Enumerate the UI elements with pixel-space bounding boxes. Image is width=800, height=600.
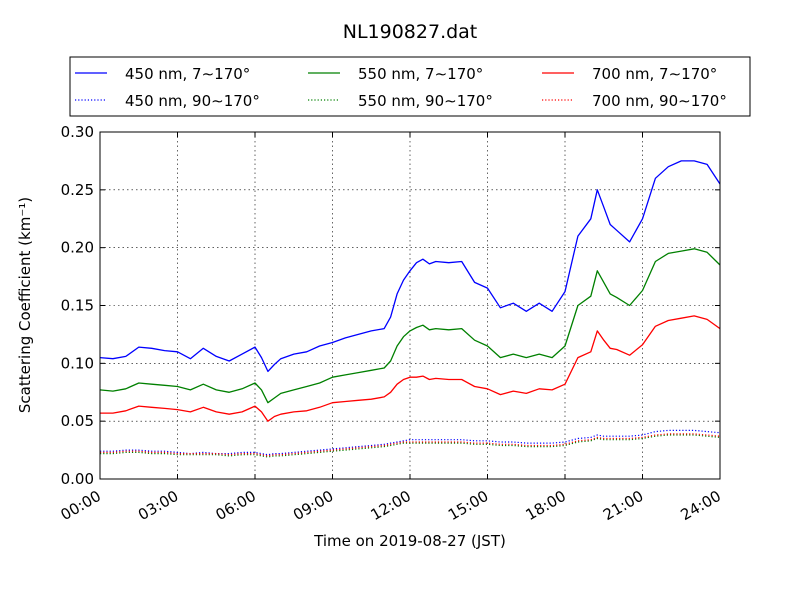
x-tick-label: 09:00	[290, 487, 336, 524]
x-tick-label: 03:00	[135, 487, 181, 524]
series-line-2	[100, 315, 721, 422]
x-tick-label: 21:00	[600, 487, 646, 524]
grid	[100, 132, 720, 479]
y-tick-label: 0.10	[61, 354, 94, 372]
x-tick-label: 15:00	[445, 487, 491, 524]
legend-label: 550 nm, 7∼170°	[358, 65, 483, 83]
y-tick-label: 0.15	[61, 297, 94, 315]
y-axis-label: Scattering Coefficient (km⁻¹)	[16, 197, 34, 413]
x-tick-label: 18:00	[523, 487, 569, 524]
legend-label: 700 nm, 90∼170°	[592, 92, 727, 110]
x-tick-label: 12:00	[368, 487, 414, 524]
x-axis: 00:00 03:00 06:00 09:00 12:00 15:00 18:00 21:00…	[58, 132, 724, 524]
series-line-3	[100, 429, 721, 456]
legend: 450 nm, 7∼170° 550 nm, 7∼170° 700 nm, 7∼17…	[69, 56, 751, 117]
y-tick-label: 0.30	[61, 123, 94, 141]
legend-label: 550 nm, 90∼170°	[358, 92, 493, 110]
series-line-1	[99, 248, 721, 404]
x-tick-label: 24:00	[678, 487, 724, 524]
legend-label: 450 nm, 90∼170°	[125, 92, 260, 110]
series-group	[99, 160, 721, 458]
y-axis: 0.00 0.05 0.10 0.15 0.20 0.25 0.30	[61, 123, 720, 488]
series-line-0	[99, 160, 721, 373]
chart-title: NL190827.dat	[343, 21, 478, 43]
series-line-4	[100, 434, 721, 458]
x-tick-label: 00:00	[58, 487, 104, 524]
x-axis-label: Time on 2019-08-27 (JST)	[313, 532, 506, 550]
y-tick-label: 0.05	[61, 412, 94, 430]
legend-label: 700 nm, 7∼170°	[592, 65, 717, 83]
series-line-5	[100, 433, 721, 457]
x-tick-label: 06:00	[213, 487, 259, 524]
y-tick-label: 0.20	[61, 239, 94, 257]
y-tick-label: 0.00	[61, 470, 94, 488]
y-tick-label: 0.25	[61, 181, 94, 199]
legend-label: 450 nm, 7∼170°	[125, 65, 250, 83]
